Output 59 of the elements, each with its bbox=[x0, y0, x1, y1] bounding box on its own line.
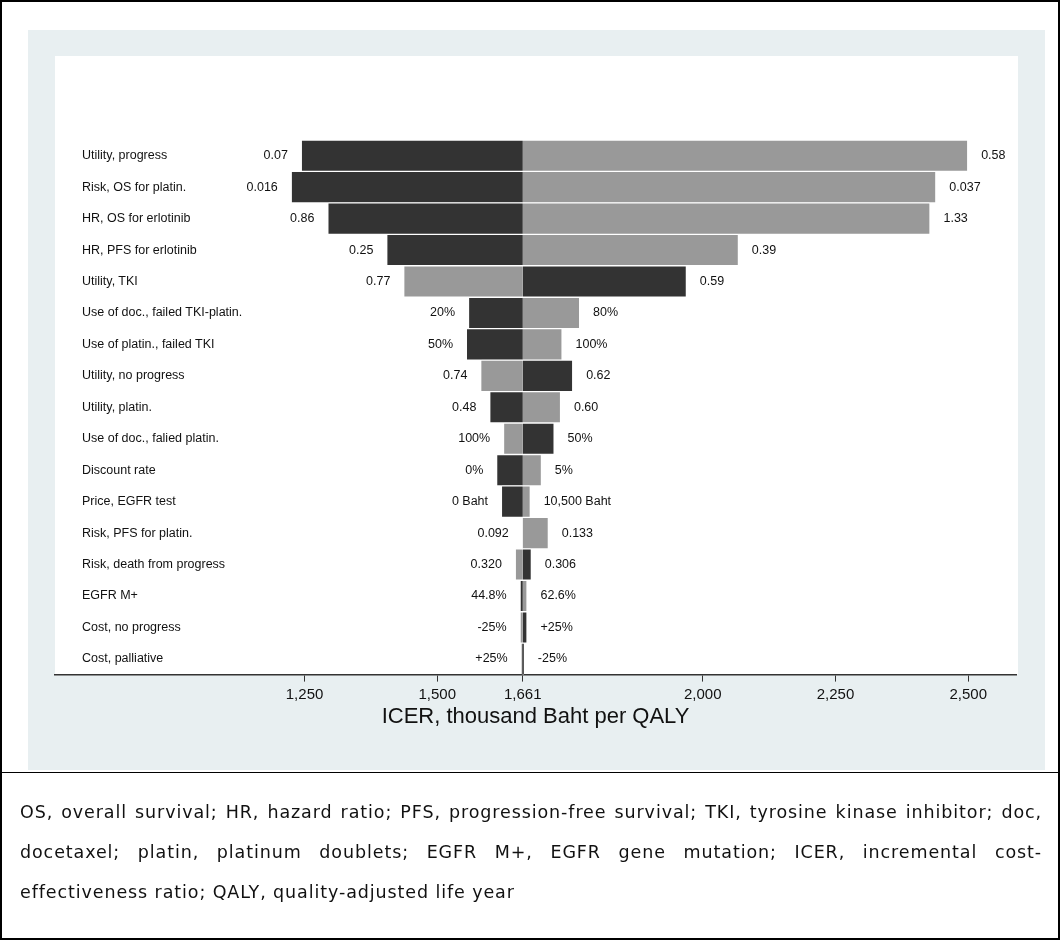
annotation: 20% bbox=[430, 305, 456, 320]
annotation: 1.33 bbox=[943, 211, 968, 226]
annotation: 100% bbox=[458, 431, 491, 446]
y-tick-label: Use of platin., failed TKI bbox=[82, 336, 215, 351]
y-tick-label: Discount rate bbox=[82, 462, 156, 477]
y-tick-label: HR, PFS for erlotinib bbox=[82, 242, 197, 257]
annotation: 0.59 bbox=[699, 273, 725, 288]
text: OS, overall survival; HR, hazard ratio; PFS, progression-free survival; TKI, tyrosine kinase inhibitor; doc, docetaxel; platin, platinum doublets; EGFR M+, EGFR gene mutation; ICER, incremental cost-effectiveness ratio; QALY, quality-adjusted life year bbox=[20, 801, 1042, 904]
annotation: 0.77 bbox=[366, 273, 391, 288]
x-tick-label: 1,250 bbox=[285, 684, 324, 702]
annotation: +25% bbox=[540, 619, 573, 634]
y-tick-label: Utility, platin. bbox=[82, 399, 152, 414]
annotation: -25% bbox=[477, 619, 507, 634]
y-tick-label: Use of doc., failed TKI-platin. bbox=[82, 305, 243, 320]
annotation: 0.092 bbox=[477, 525, 509, 540]
annotation: 0.037 bbox=[949, 179, 981, 194]
annotation: 0.25 bbox=[349, 242, 374, 257]
y-tick-label: Utility, no progress bbox=[82, 368, 185, 383]
annotation: 0.133 bbox=[561, 525, 594, 540]
annotation: 0.07 bbox=[263, 148, 288, 163]
x-axis-title: ICER, thousand Baht per QALY bbox=[381, 702, 690, 728]
y-tick-label: Risk, death from progress bbox=[82, 556, 226, 571]
annotation: 50% bbox=[567, 431, 593, 446]
y-tick-label: Cost, palliative bbox=[82, 651, 164, 666]
annotation: 0.60 bbox=[573, 399, 599, 414]
annotation: +25% bbox=[475, 651, 508, 666]
x-tick-label: 1,661 bbox=[503, 684, 542, 702]
annotation: 0.320 bbox=[470, 556, 502, 571]
y-tick-label: HR, OS for erlotinib bbox=[82, 211, 191, 226]
x-tick-label: 2,000 bbox=[683, 684, 722, 702]
annotation: 0.86 bbox=[290, 211, 315, 226]
y-tick-label: Cost, no progress bbox=[82, 619, 181, 634]
annotation: 62.6% bbox=[540, 588, 576, 603]
y-tick-label: Risk, PFS for platin. bbox=[82, 525, 193, 540]
y-tick-label: Utility, TKI bbox=[82, 273, 138, 288]
y-tick-label: Use of doc., falied platin. bbox=[82, 431, 219, 446]
annotation: 80% bbox=[593, 305, 619, 320]
annotation: 0.016 bbox=[246, 179, 278, 194]
annotation: 0.39 bbox=[751, 242, 777, 257]
annotation: -25% bbox=[537, 651, 568, 666]
annotation: 0.48 bbox=[452, 399, 477, 414]
annotation: 0.62 bbox=[586, 368, 611, 383]
y-tick-label: Price, EGFR test bbox=[82, 494, 177, 509]
annotation: 5% bbox=[554, 462, 573, 477]
annotation: 0.306 bbox=[544, 556, 577, 571]
annotation: 10,500 Baht bbox=[543, 494, 612, 509]
annotation: 0% bbox=[465, 462, 484, 477]
x-tick-label: 2,500 bbox=[949, 684, 987, 702]
x-tick-label: 2,250 bbox=[816, 684, 855, 702]
y-tick-label: Utility, progress bbox=[82, 148, 168, 163]
annotation: 100% bbox=[575, 336, 608, 351]
y-tick-label: EGFR M+ bbox=[82, 588, 138, 603]
annotation: 0.74 bbox=[443, 368, 468, 383]
annotation: 0 Baht bbox=[451, 494, 489, 509]
y-tick-label: Risk, OS for platin. bbox=[82, 179, 187, 194]
x-tick-label: 1,500 bbox=[418, 684, 457, 702]
annotation: 0.58 bbox=[981, 148, 1006, 163]
annotation: 44.8% bbox=[471, 588, 507, 603]
annotation: 50% bbox=[427, 336, 454, 351]
